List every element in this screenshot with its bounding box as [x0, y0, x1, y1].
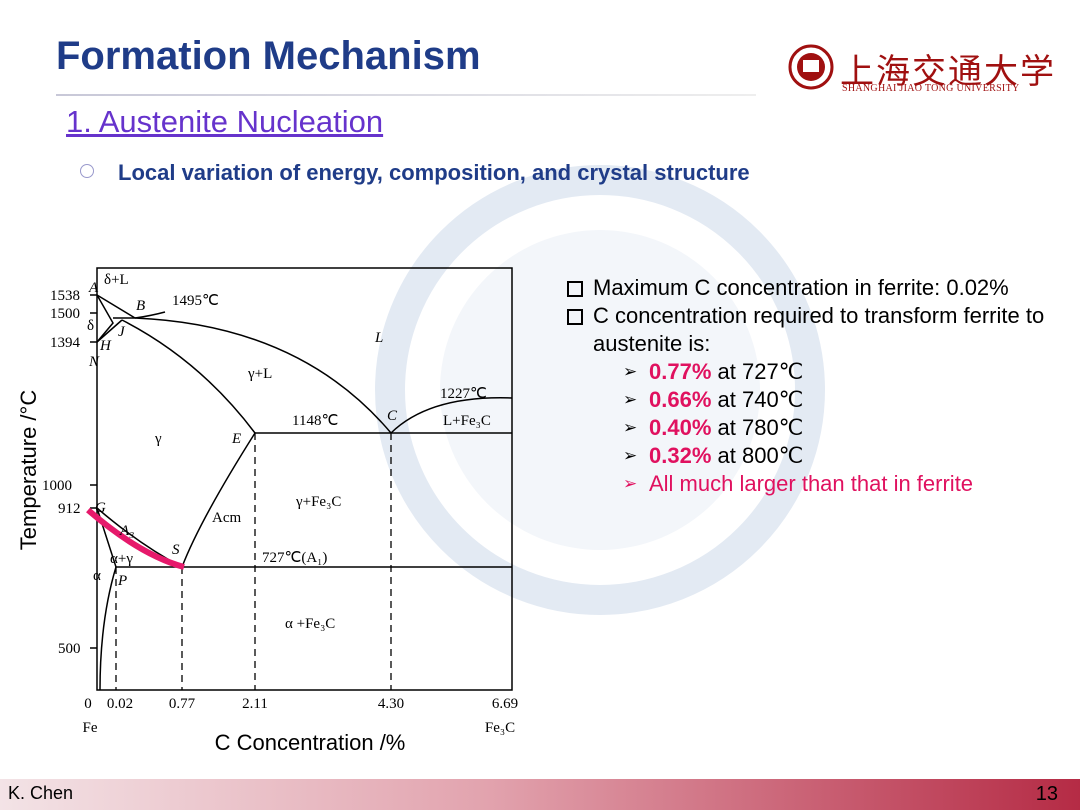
subtitle: 1. Austenite Nucleation [66, 104, 384, 139]
y-tick: 1538 [50, 288, 80, 304]
sub-item: 0.77% at 727℃ [565, 358, 1065, 386]
region-label: α+γ [110, 551, 133, 567]
phase-diagram: 1538 1500 1394 1000 912 500 0 0.02 0.77 … [16, 267, 518, 755]
y-tick: 500 [58, 641, 81, 657]
logo-english: SHANGHAI JIAO TONG UNIVERSITY [842, 83, 1020, 94]
region-label: γ [154, 431, 162, 447]
sub-value: 0.40% [649, 415, 712, 440]
region-label: γ+L [247, 366, 272, 382]
region-label: L [374, 330, 383, 346]
sub-item: All much larger than that in ferrite [565, 470, 1065, 498]
temp-label: 1148℃ [292, 413, 338, 429]
x-tick: 6.69 [492, 696, 518, 712]
point-label: A [88, 280, 99, 296]
note: C concentration required to transform fe… [565, 302, 1065, 358]
point-label: E [231, 431, 241, 447]
region-label: δ+L [104, 272, 129, 288]
temp-label: 1495℃ [172, 293, 219, 309]
notes: Maximum C concentration in ferrite: 0.02… [565, 274, 1065, 498]
point-label: S [172, 542, 180, 558]
region-label: Acm [212, 510, 241, 526]
point-label: C [387, 408, 398, 424]
bullet-icon [80, 164, 94, 178]
note: Maximum C concentration in ferrite: 0.02… [565, 274, 1065, 302]
sub-item: 0.40% at 780℃ [565, 414, 1065, 442]
sub-text: at 740℃ [717, 387, 804, 412]
sub-value: 0.77% [649, 359, 712, 384]
x-tick: 2.11 [242, 696, 268, 712]
region-label: α +Fe₃C [285, 616, 335, 632]
highlight-curve [86, 507, 185, 570]
point-label: J [118, 324, 126, 340]
logo-emblem [788, 44, 834, 90]
region-label: α [93, 568, 101, 584]
footer-bar [0, 779, 1080, 810]
y-tick: 912 [58, 501, 81, 517]
region-label: δ [87, 318, 94, 334]
x-tick: 0.02 [107, 696, 133, 712]
y-tick: 1000 [42, 478, 72, 494]
temp-label: 1227℃ [440, 386, 487, 402]
point-label: P [117, 573, 127, 589]
page-number: 13 [1035, 783, 1058, 805]
point-label: H [99, 338, 112, 354]
footer-author: K. Chen [8, 783, 74, 803]
temp-label: 727℃(A₁) [262, 550, 327, 566]
region-label: A₃ [119, 523, 134, 539]
sub-text: at 800℃ [717, 443, 804, 468]
x-tick: 0 [84, 696, 92, 712]
sub-item: 0.32% at 800℃ [565, 442, 1065, 470]
x-end-label: Fe [83, 720, 98, 736]
x-tick: 4.30 [378, 696, 404, 712]
point-label: G [95, 500, 106, 516]
sub-text: All much larger than that in ferrite [649, 471, 974, 496]
region-label: γ+Fe₃C [295, 494, 341, 510]
point-label: N [88, 354, 100, 370]
region-label: L+Fe₃C [443, 413, 491, 429]
y-tick: 1394 [50, 335, 81, 351]
sub-value: 0.32% [649, 443, 712, 468]
logo-chinese: 上海交通大学 [840, 52, 1056, 92]
title: Formation Mechanism [56, 34, 481, 78]
sub-item: 0.66% at 740℃ [565, 386, 1065, 414]
point-label: B [136, 298, 145, 314]
y-axis-label: Temperature /°C [16, 390, 41, 551]
sub-text: at 780℃ [717, 415, 804, 440]
bullet-text: Local variation of energy, composition, … [118, 160, 750, 185]
title-rule [56, 94, 756, 96]
sub-text: at 727℃ [717, 359, 804, 384]
x-axis-label: C Concentration /% [215, 730, 406, 755]
sub-value: 0.66% [649, 387, 712, 412]
x-tick: 0.77 [169, 696, 196, 712]
x-end-label: Fe₃C [485, 720, 515, 736]
y-tick: 1500 [50, 306, 80, 322]
